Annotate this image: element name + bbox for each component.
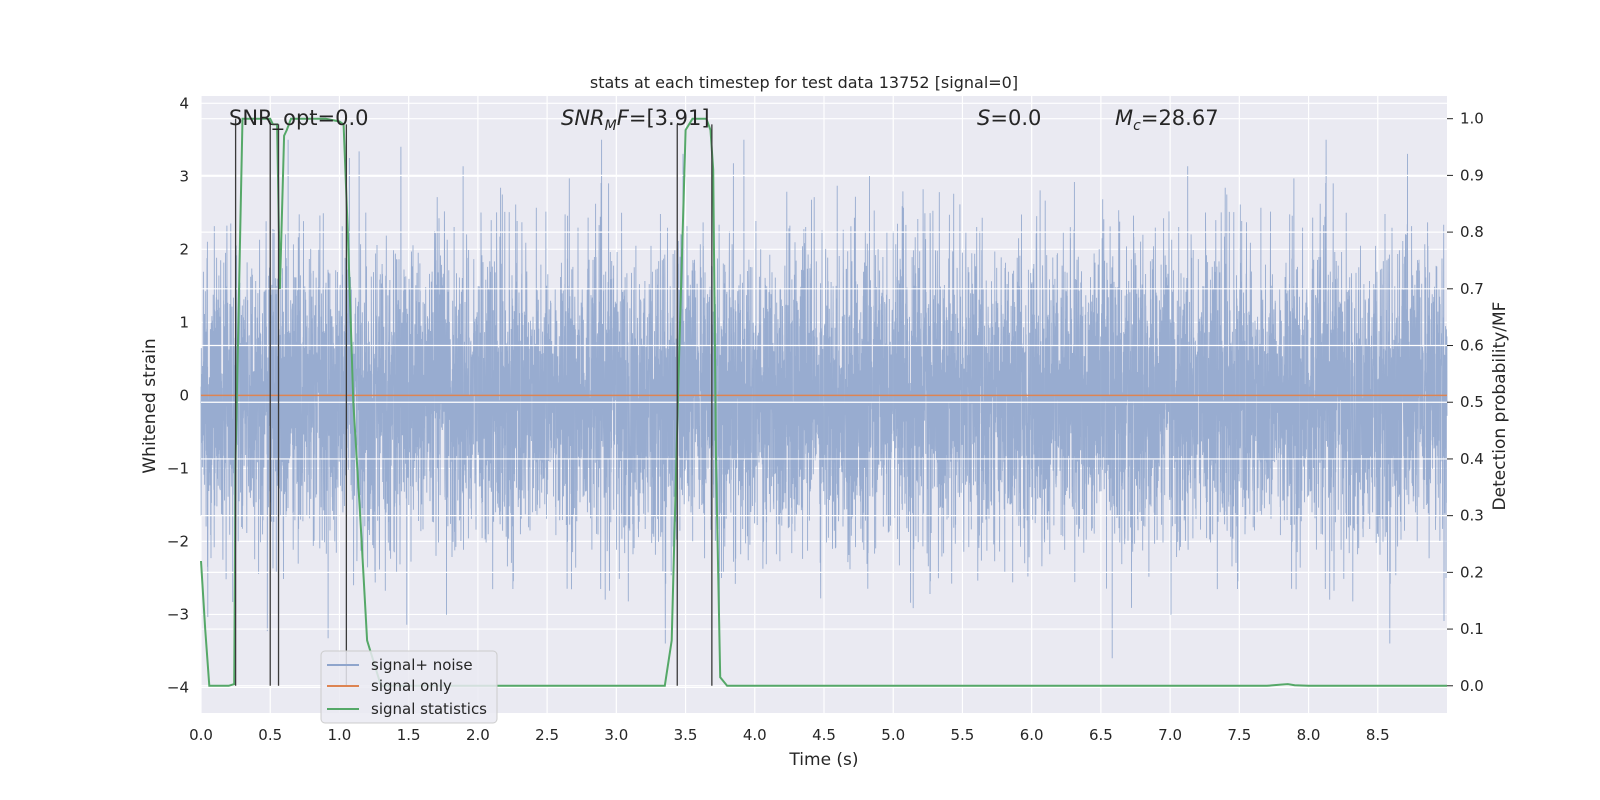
- y-tick-label: 4: [179, 94, 189, 112]
- y-tick-label: 0: [179, 386, 189, 404]
- x-tick-label: 6.0: [1020, 726, 1044, 744]
- x-axis-label: Time (s): [788, 750, 858, 770]
- y2-axis-label: Detection probability/MF: [1490, 302, 1510, 511]
- x-tick-label: 1.5: [397, 726, 421, 744]
- x-tick-label: 1.0: [328, 726, 352, 744]
- y2-tick-label: 0.9: [1460, 166, 1484, 184]
- y2-tick-label: 0.1: [1460, 620, 1484, 638]
- legend-box: [320, 650, 498, 724]
- x-tick-label: 2.5: [535, 726, 559, 744]
- annotation-snr-mf: SNRMF=[3.91]: [561, 106, 710, 134]
- y2-tick-label: 0.0: [1460, 677, 1484, 695]
- x-tick-label: 0.0: [189, 726, 213, 744]
- annotation-mc: Mc=28.67: [1115, 106, 1219, 134]
- noise-trace: [200, 139, 1448, 659]
- x-tick-label: 7.5: [1227, 726, 1251, 744]
- y-tick-label: −3: [167, 605, 189, 623]
- chart-title: stats at each timestep for test data 137…: [590, 73, 1018, 92]
- x-tick-label: 8.5: [1366, 726, 1390, 744]
- x-tick-label: 8.0: [1297, 726, 1321, 744]
- x-tick-label: 3.0: [604, 726, 628, 744]
- x-tick-label: 5.5: [951, 726, 975, 744]
- y2-tick-label: 1.0: [1460, 110, 1484, 128]
- x-tick-label: 4.5: [812, 726, 836, 744]
- x-tick-label: 3.5: [674, 726, 698, 744]
- x-tick-label: 0.5: [258, 726, 282, 744]
- legend-label-noise: signal+ noise: [371, 656, 473, 674]
- annotation-s-value: 0.0: [1008, 106, 1041, 130]
- y-axis-label: Whitened strain: [140, 338, 160, 473]
- y-tick-label: 2: [179, 240, 189, 258]
- y2-tick-label: 0.5: [1460, 393, 1484, 411]
- legend: signal+ noise signal only signal statist…: [320, 650, 498, 724]
- y2-tick-label: 0.7: [1460, 280, 1484, 298]
- y-tick-label: −1: [167, 459, 189, 477]
- legend-label-signal-only: signal only: [371, 677, 452, 695]
- y-tick-label: 1: [179, 313, 189, 331]
- x-tick-label: 5.0: [881, 726, 905, 744]
- y-axis-ticks: 4 3 2 1 0 −1 −2 −3 −4: [167, 94, 189, 696]
- x-tick-label: 2.0: [466, 726, 490, 744]
- annotation-snr-mf-value: [3.91]: [646, 106, 709, 130]
- y-tick-label: −4: [167, 678, 189, 696]
- y2-tick-label: 0.8: [1460, 223, 1484, 241]
- annotation-snr-opt: SNR_opt=0.0: [229, 106, 369, 131]
- y2-tick-label: 0.2: [1460, 563, 1484, 581]
- y2-tick-label: 0.4: [1460, 450, 1484, 468]
- legend-label-statistics: signal statistics: [371, 700, 487, 718]
- y2-tick-label: 0.3: [1460, 507, 1484, 525]
- signal-plus-noise-series: [200, 139, 1448, 659]
- x-axis-ticks: 0.0 0.5 1.0 1.5 2.0 2.5 3.0 3.5 4.0 4.5 5.0 5.5 6.0 6…: [189, 726, 1390, 744]
- y-tick-label: 3: [179, 167, 189, 185]
- annotation-s: S=0.0: [977, 106, 1041, 130]
- white-overlay-lines: [201, 118, 1447, 687]
- x-tick-label: 7.0: [1158, 726, 1182, 744]
- x-tick-label: 6.5: [1089, 726, 1113, 744]
- annotation-mc-value: 28.67: [1158, 106, 1218, 130]
- y2-tick-label: 0.6: [1460, 337, 1484, 355]
- x-tick-label: 4.0: [743, 726, 767, 744]
- y2-axis-ticks: 1.0 0.9 0.8 0.7 0.6 0.5 0.4 0.3 0.2 0.1 0.0: [1447, 110, 1484, 695]
- y-tick-label: −2: [167, 532, 189, 550]
- marker-lines: [234, 118, 713, 686]
